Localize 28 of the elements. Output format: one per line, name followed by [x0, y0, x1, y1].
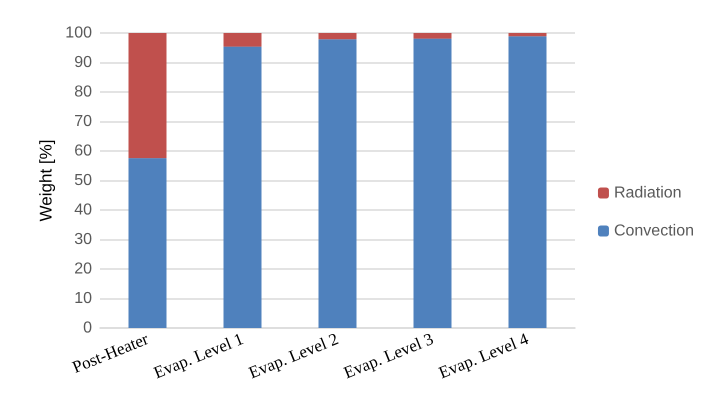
x-tick-label: Evap. Level 2 — [246, 329, 342, 382]
legend-label: Radiation — [614, 184, 682, 202]
bar — [224, 33, 262, 47]
y-tick-label: 90 — [74, 54, 92, 71]
legend-label: Convection — [614, 222, 694, 240]
y-tick-label: 80 — [74, 84, 92, 100]
bar — [318, 33, 356, 40]
y-tick-label: 60 — [74, 142, 92, 160]
y-tick-label: 20 — [74, 260, 92, 278]
bar — [508, 33, 546, 36]
x-tick-label: Evap. Level 3 — [341, 329, 436, 382]
y-axis-title: Weight [%] — [36, 140, 56, 222]
y-tick-label: 40 — [74, 202, 92, 218]
bar — [128, 158, 166, 328]
y-tick-label: 0 — [83, 320, 92, 336]
bar — [414, 33, 452, 39]
bar — [128, 33, 166, 158]
x-tick-label: Evap. Level 4 — [436, 329, 532, 382]
bar — [414, 38, 452, 328]
y-tick-label: 10 — [74, 290, 92, 307]
y-tick-label: 70 — [74, 113, 92, 130]
y-tick-label: 30 — [74, 231, 92, 248]
bar — [508, 36, 546, 328]
x-tick-label: Evap. Level 1 — [151, 329, 246, 382]
bar — [318, 39, 356, 328]
bar — [224, 46, 262, 328]
y-tick-label: 100 — [65, 24, 92, 42]
y-tick-label: 50 — [74, 172, 92, 189]
